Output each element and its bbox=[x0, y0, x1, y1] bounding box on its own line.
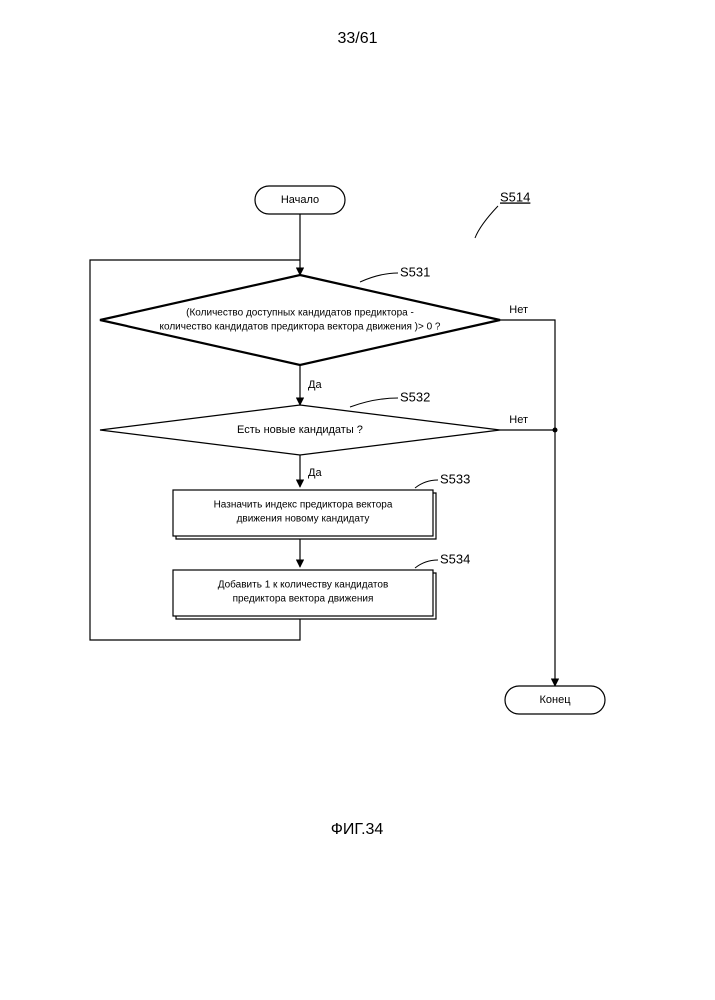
s534-leader bbox=[415, 560, 438, 568]
page: 33/61 S514 Начало (Количество доступных … bbox=[0, 0, 715, 1000]
figure-caption: ФИГ.34 bbox=[331, 821, 384, 838]
figure-ref-leader bbox=[475, 206, 498, 238]
figure-ref-label: S514 bbox=[500, 189, 530, 204]
node-s531-line1: (Количество доступных кандидатов предикт… bbox=[186, 308, 414, 319]
page-number: 33/61 bbox=[0, 30, 715, 48]
node-s534: Добавить 1 к количеству кандидатов преди… bbox=[173, 570, 436, 619]
node-s532-line1: Есть новые кандидаты ? bbox=[237, 424, 363, 436]
node-end-label: Конец bbox=[539, 694, 571, 706]
node-s533: Назначить индекс предиктора вектора движ… bbox=[173, 490, 436, 539]
node-start: Начало bbox=[255, 186, 345, 214]
s532-label: S532 bbox=[400, 389, 430, 404]
s531-yes-label: Да bbox=[308, 379, 322, 391]
node-s533-line1: Назначить индекс предиктора вектора bbox=[214, 500, 393, 511]
node-s531: (Количество доступных кандидатов предикт… bbox=[100, 275, 500, 365]
node-s534-line1: Добавить 1 к количеству кандидатов bbox=[218, 579, 389, 591]
node-s533-line2: движения новому кандидату bbox=[237, 514, 370, 525]
s531-no-label: Нет bbox=[509, 304, 528, 316]
node-s534-line2: предиктора вектора движения bbox=[233, 594, 374, 605]
s532-leader bbox=[350, 398, 398, 407]
s532-yes-label: Да bbox=[308, 467, 322, 479]
node-start-label: Начало bbox=[281, 194, 319, 206]
s532-no-label: Нет bbox=[509, 414, 528, 426]
s534-label: S534 bbox=[440, 551, 470, 566]
s531-label: S531 bbox=[400, 264, 430, 279]
node-end: Конец bbox=[505, 686, 605, 714]
flowchart-svg: S514 Начало (Количество доступных кандид… bbox=[0, 0, 715, 1000]
s533-label: S533 bbox=[440, 471, 470, 486]
node-s532: Есть новые кандидаты ? bbox=[100, 405, 500, 455]
s533-leader bbox=[415, 480, 438, 488]
s531-leader bbox=[360, 273, 398, 282]
node-s531-line2: количество кандидатов предиктора вектора… bbox=[159, 322, 440, 333]
